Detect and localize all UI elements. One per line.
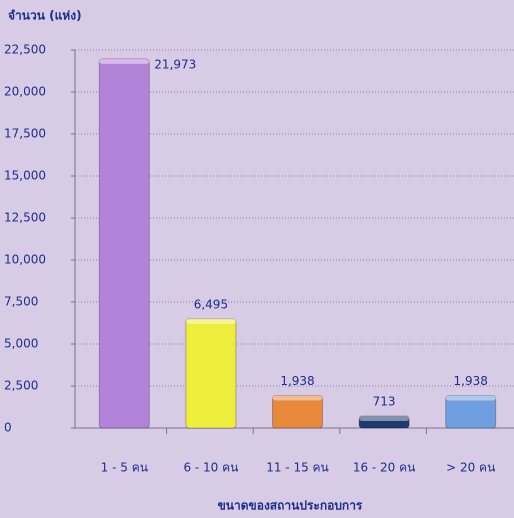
- y-tick-label: 22,500: [4, 43, 46, 57]
- x-tick-label: 1 - 5 คน: [101, 461, 148, 475]
- y-tick-label: 0: [4, 421, 12, 435]
- bar: [358, 415, 410, 429]
- bar: [445, 394, 497, 429]
- y-tick-label: 7,500: [4, 295, 38, 309]
- data-label: 1,938: [454, 374, 488, 388]
- bar-highlight: [185, 318, 236, 324]
- x-tick-label: 11 - 15 คน: [266, 461, 329, 475]
- data-label: 21,973: [154, 57, 196, 71]
- y-tick-label: 20,000: [4, 85, 46, 99]
- bar-highlight: [445, 395, 496, 401]
- x-axis-label: ขนาดของสถานประกอบการ: [218, 499, 363, 513]
- bar: [185, 318, 237, 429]
- y-tick-label: 5,000: [4, 337, 38, 351]
- x-tick-label: > 20 คน: [446, 461, 495, 475]
- bar-highlight: [272, 395, 323, 401]
- x-tick-label: 6 - 10 คน: [183, 461, 238, 475]
- y-tick-label: 12,500: [4, 211, 46, 225]
- y-tick-label: 10,000: [4, 253, 46, 267]
- data-label: 713: [373, 395, 396, 409]
- y-tick-label: 2,500: [4, 379, 38, 393]
- y-axis-label: จำนวน (แห่ง): [8, 9, 82, 23]
- bar: [98, 58, 150, 429]
- x-tick-label: 16 - 20 คน: [353, 461, 416, 475]
- y-tick-label: 17,500: [4, 127, 46, 141]
- data-label: 1,938: [280, 374, 314, 388]
- bar: [272, 394, 323, 429]
- y-tick-label: 15,000: [4, 169, 46, 183]
- bar-highlight: [99, 58, 150, 64]
- data-label: 6,495: [194, 297, 228, 311]
- bar-highlight: [359, 416, 410, 422]
